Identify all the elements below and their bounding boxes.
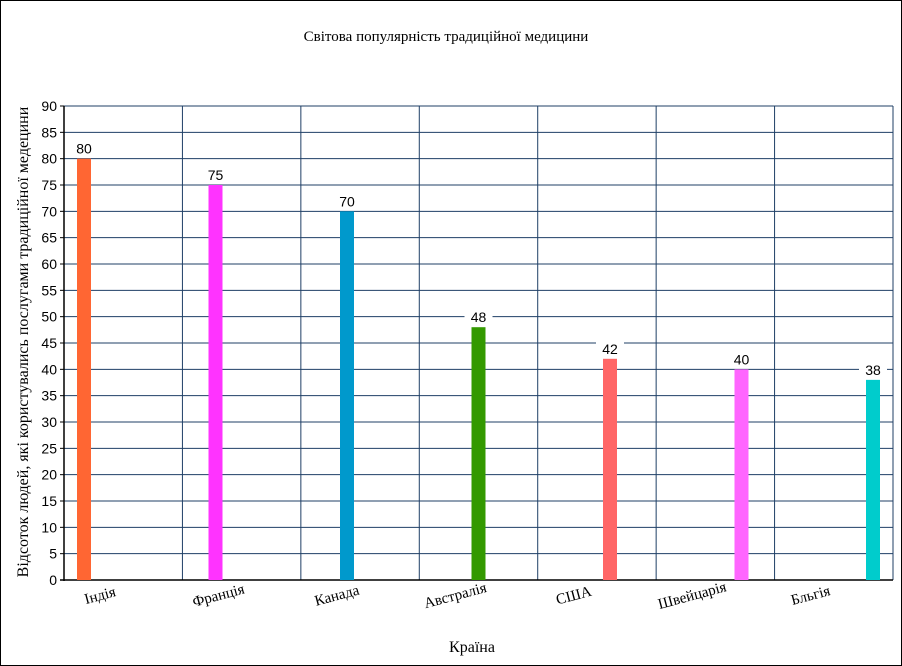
bar	[340, 211, 354, 581]
bar	[208, 185, 223, 580]
data-label-bg	[70, 139, 98, 157]
y-tick-label: 30	[41, 414, 57, 430]
y-tick-label: 50	[41, 309, 57, 325]
data-label-bg	[333, 192, 361, 210]
y-tick-label: 0	[49, 572, 57, 588]
y-tick-label: 70	[41, 203, 57, 219]
y-tick-label: 80	[41, 151, 57, 167]
y-tick-label: 10	[41, 519, 57, 535]
y-tick-label: 45	[41, 335, 57, 351]
y-tick-label: 40	[41, 361, 57, 377]
bar	[866, 379, 880, 580]
data-label-bg	[201, 166, 230, 183]
data-labels: 80 75 70 48 42 40 38	[70, 139, 887, 378]
bar	[603, 358, 617, 580]
y-tick-label: 20	[41, 467, 57, 483]
bar	[77, 158, 91, 580]
data-label: 40	[734, 351, 750, 367]
data-label: 42	[602, 341, 618, 357]
x-category-label: Австралія	[422, 580, 488, 612]
bar	[734, 369, 749, 580]
y-tick-label: 5	[49, 546, 57, 562]
y-tick-label: 60	[41, 256, 57, 272]
data-label-bg	[859, 360, 887, 378]
y-axis-title: Відсоток людей, які користувались послуг…	[15, 106, 32, 577]
data-label: 48	[471, 309, 487, 325]
data-label-bg	[596, 339, 624, 357]
y-tick-label: 65	[41, 230, 57, 246]
y-tick-label: 55	[41, 282, 57, 298]
bar	[471, 327, 486, 580]
data-label-bg	[727, 350, 756, 368]
data-label-bg	[464, 308, 493, 326]
x-category-label: Франція	[191, 582, 247, 611]
x-category-label: Канада	[313, 582, 361, 609]
y-tick-label: 35	[41, 388, 57, 404]
x-category-label: США	[554, 584, 593, 609]
y-tick-label: 85	[41, 124, 57, 140]
x-category-label: Індія	[83, 584, 118, 608]
y-tick-label: 75	[41, 177, 57, 193]
x-category-label: Бльгія	[789, 583, 832, 609]
y-tick-label: 90	[41, 98, 57, 114]
x-axis-title: Країна	[449, 639, 495, 656]
x-category-label: Швейцарія	[656, 579, 728, 613]
y-axis-ticks: 0 5 10 15 20 25 30 35 40 45 50 55 60 65 70 75 80 85 90	[41, 98, 64, 588]
chart-title: Світова популярність традиційної медицин…	[304, 29, 589, 45]
data-label: 75	[208, 167, 224, 183]
data-label: 38	[865, 362, 881, 378]
x-axis-categories: Індія Франція Канада Австралія США Швейцарія Б…	[83, 579, 832, 613]
data-label: 70	[339, 193, 355, 209]
y-tick-label: 25	[41, 440, 57, 456]
data-label: 80	[76, 141, 92, 157]
bars	[77, 158, 880, 581]
y-tick-label: 15	[41, 493, 57, 509]
